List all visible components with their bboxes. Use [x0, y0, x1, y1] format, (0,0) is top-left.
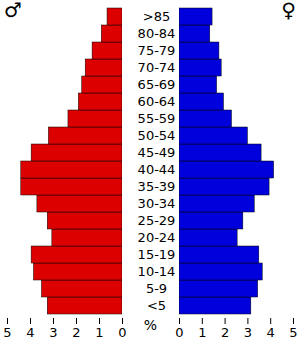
svg-text:35-39: 35-39 — [138, 179, 176, 194]
svg-text:70-74: 70-74 — [138, 60, 176, 75]
svg-text:45-49: 45-49 — [138, 145, 176, 160]
svg-text:<5: <5 — [147, 298, 166, 313]
svg-text:60-64: 60-64 — [138, 94, 176, 109]
svg-text:15-19: 15-19 — [138, 247, 176, 262]
svg-text:5-9: 5-9 — [146, 281, 167, 296]
svg-text:30-34: 30-34 — [138, 196, 176, 211]
svg-text:5: 5 — [289, 325, 297, 340]
svg-text:75-79: 75-79 — [138, 43, 176, 58]
svg-text:1: 1 — [198, 325, 206, 340]
svg-text:50-54: 50-54 — [138, 128, 176, 143]
svg-text:25-29: 25-29 — [138, 213, 176, 228]
svg-text:20-24: 20-24 — [138, 230, 176, 245]
svg-text:10-14: 10-14 — [138, 264, 176, 279]
svg-text:>85: >85 — [143, 9, 170, 24]
svg-text:2: 2 — [221, 325, 229, 340]
svg-text:40-44: 40-44 — [138, 162, 176, 177]
svg-text:3: 3 — [244, 325, 252, 340]
svg-text:0: 0 — [175, 325, 183, 340]
svg-text:65-69: 65-69 — [138, 77, 176, 92]
svg-text:5: 5 — [3, 325, 11, 340]
svg-text:55-59: 55-59 — [138, 111, 176, 126]
svg-text:4: 4 — [267, 325, 275, 340]
svg-text:3: 3 — [49, 325, 57, 340]
svg-text:4: 4 — [26, 325, 34, 340]
svg-text:2: 2 — [72, 325, 80, 340]
svg-text:1: 1 — [95, 325, 103, 340]
svg-text:80-84: 80-84 — [138, 26, 176, 41]
svg-text:0: 0 — [118, 325, 126, 340]
